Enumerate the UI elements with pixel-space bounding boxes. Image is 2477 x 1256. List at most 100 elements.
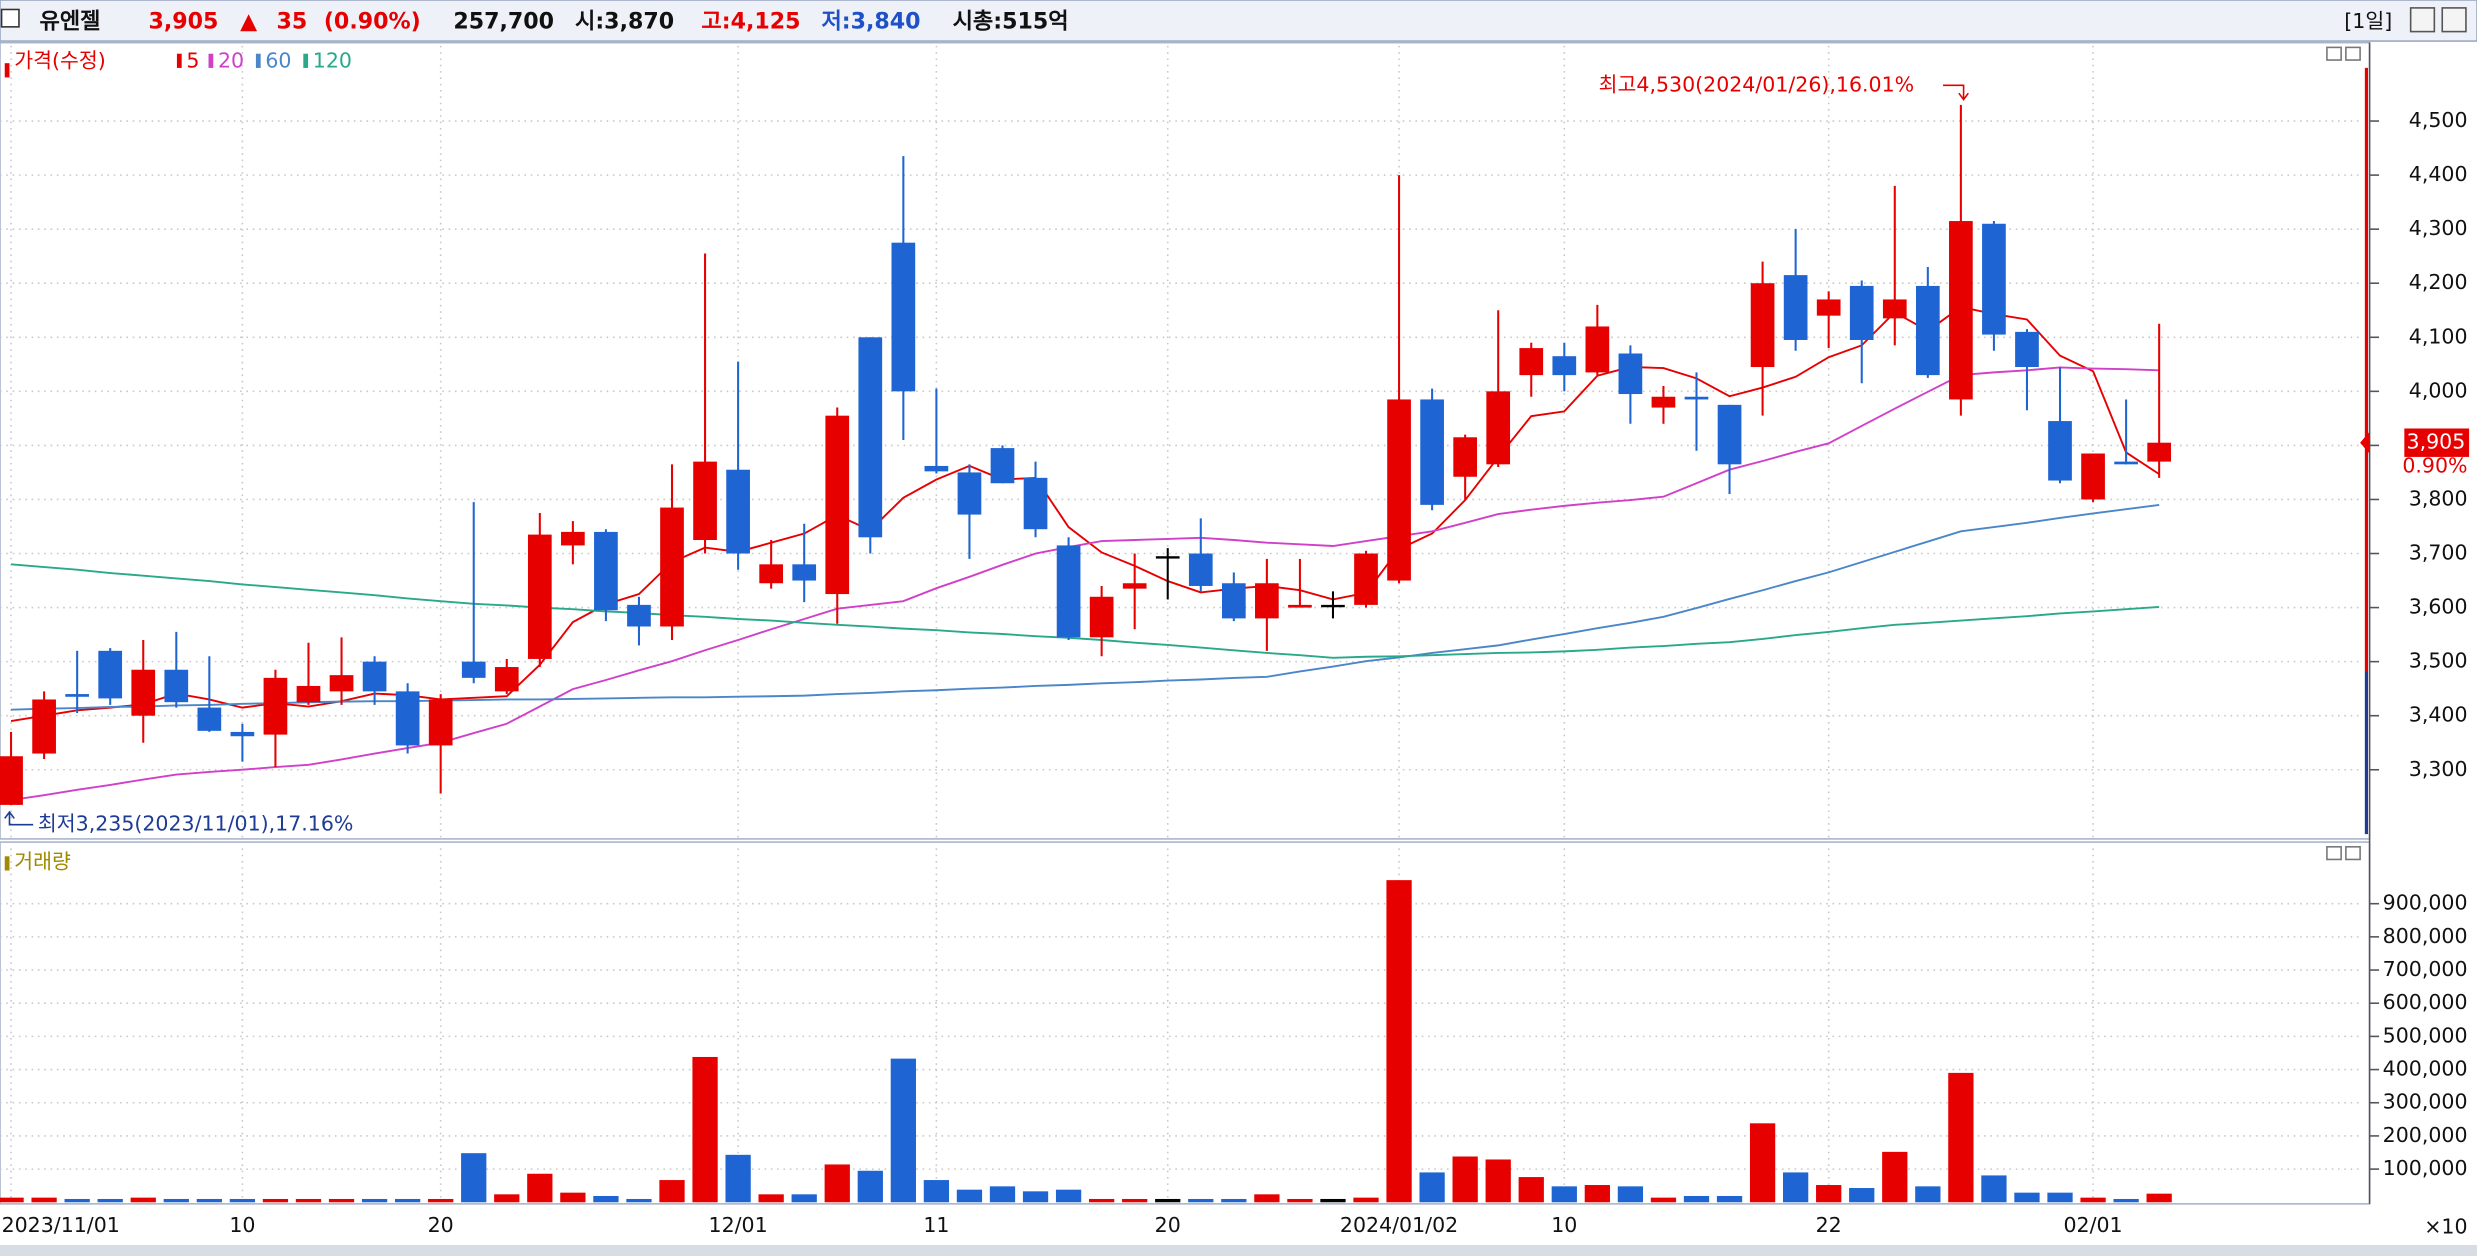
y-tick-label: 3,800	[2409, 486, 2468, 510]
change: 35	[276, 9, 307, 35]
low: 저:3,840	[821, 9, 920, 35]
volume-bar	[1055, 1189, 1082, 1203]
annotation-arrow	[4, 810, 34, 826]
candle-body	[329, 675, 354, 692]
candle-body	[1816, 299, 1841, 316]
volume-bar	[394, 1198, 421, 1203]
candle-body	[1122, 583, 1147, 589]
candle-body	[1783, 275, 1808, 340]
volume-bar	[1584, 1185, 1610, 1203]
volume-bar	[2014, 1192, 2040, 1203]
panel-button[interactable]	[2326, 846, 2342, 861]
volume-bar	[1122, 1198, 1148, 1203]
candle-body	[1717, 404, 1742, 465]
legend-label: 20	[218, 49, 244, 73]
x-tick-label: 10	[229, 1213, 255, 1237]
period[interactable]: [1일]	[2344, 9, 2392, 33]
volume-bar	[1981, 1175, 2007, 1203]
x-tick-label: 20	[1155, 1213, 1181, 1237]
y-tick-label: 3,600	[2409, 595, 2468, 619]
unit-note: ×10	[2424, 1215, 2467, 1239]
candle-body	[1155, 556, 1180, 559]
volume: 257,700	[453, 9, 554, 35]
volume-bar	[989, 1186, 1016, 1203]
volume-bar	[1650, 1197, 1677, 1203]
y-tick-label: 4,100	[2409, 324, 2468, 348]
y-tick-label: 4,500	[2409, 108, 2468, 132]
candle-body	[792, 564, 817, 581]
panel-button[interactable]	[2345, 846, 2361, 861]
volume-bar	[1915, 1186, 1941, 1203]
volume-bar	[262, 1198, 289, 1203]
y-tick-label: 900,000	[2383, 891, 2468, 915]
volume-bar	[1088, 1198, 1115, 1203]
legend-marker	[208, 53, 214, 68]
volume-bar	[229, 1198, 256, 1203]
header-bar	[0, 0, 2477, 42]
candle-body	[296, 685, 321, 703]
candle-body	[660, 507, 684, 627]
checkbox[interactable]	[0, 8, 20, 28]
price-tag	[2404, 428, 2470, 457]
candle-body	[1552, 356, 1577, 376]
x-tick-label: 2023/11/01	[2, 1213, 120, 1237]
candle-body	[825, 415, 850, 595]
panel-button[interactable]	[2326, 46, 2342, 61]
legend-marker	[4, 63, 10, 78]
candle-body	[527, 534, 552, 659]
candle-body	[1915, 285, 1940, 376]
volume-bar	[824, 1164, 850, 1203]
panel-button[interactable]	[2345, 46, 2361, 61]
close-button[interactable]	[2441, 7, 2467, 33]
volume-bar	[725, 1154, 751, 1203]
candle-body	[1089, 596, 1114, 638]
legend-marker	[4, 856, 10, 871]
candle-body	[1618, 353, 1643, 395]
candle-body	[1188, 553, 1213, 586]
x-tick-label: 2024/01/02	[1340, 1213, 1458, 1237]
y-tick-label: 4,200	[2409, 270, 2468, 294]
candle-body	[230, 731, 255, 737]
volume-title: 거래량	[14, 850, 71, 874]
y-tick-label: 700,000	[2383, 957, 2468, 981]
candle-body	[1387, 399, 1411, 581]
volume-bar	[1683, 1195, 1710, 1203]
candle-body	[1486, 391, 1511, 465]
y-tick-label: 600,000	[2383, 990, 2468, 1014]
minimize-button[interactable]	[2409, 7, 2436, 33]
volume-bar	[1948, 1072, 1974, 1203]
candle-body	[98, 650, 123, 699]
x-tick-label: 12/01	[709, 1213, 768, 1237]
volume-bar	[1749, 1123, 1776, 1203]
volume-bar	[97, 1198, 123, 1203]
y-tick-label: 300,000	[2383, 1090, 2468, 1114]
scrollbar[interactable]	[0, 1244, 2477, 1256]
price-change-label: 0.90%	[2402, 453, 2467, 477]
volume-bar	[0, 1197, 24, 1203]
candle-body	[1354, 553, 1378, 605]
volume-bar	[328, 1198, 355, 1203]
volume-bar	[1155, 1198, 1181, 1203]
candle-body	[428, 699, 453, 746]
moving-average-line	[10, 305, 2160, 722]
candle-body	[693, 461, 717, 541]
candle-body	[65, 694, 90, 697]
volume-bar	[791, 1194, 817, 1203]
volume-bar	[31, 1197, 57, 1203]
low-annotation: 최저3,235(2023/11/01),17.16%	[38, 812, 353, 836]
price-tag-label: 3,905	[2407, 430, 2466, 454]
moving-average-line	[11, 503, 2160, 711]
candle-body	[263, 677, 288, 735]
y-tick-label: 3,400	[2409, 703, 2468, 727]
candle-body	[1056, 545, 1081, 638]
candle-body	[759, 564, 784, 584]
volume-bar	[2146, 1193, 2172, 1203]
volume-bar	[1782, 1172, 1809, 1203]
candle-body	[461, 661, 486, 678]
candle-body	[2114, 461, 2138, 465]
candle-body	[858, 337, 883, 538]
price-marker	[2360, 431, 2370, 454]
volume-bar	[527, 1173, 553, 1203]
volume-bar	[1386, 880, 1412, 1203]
candle-body	[957, 472, 982, 515]
